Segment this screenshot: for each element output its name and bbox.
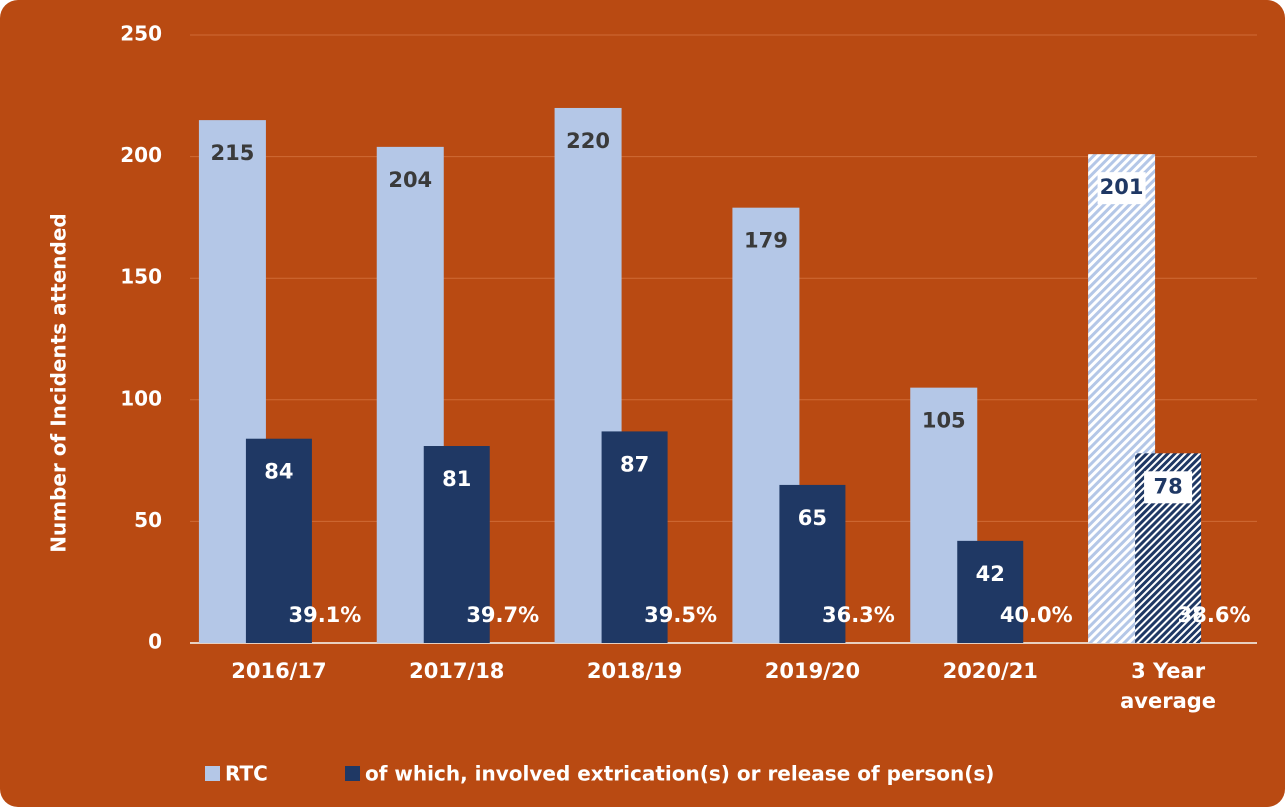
x-tick-label: 2019/20 (765, 659, 860, 683)
legend-swatch (205, 766, 220, 781)
data-label: 215 (210, 141, 254, 165)
share-label: 40.0% (1000, 603, 1073, 627)
x-tick-label: 2018/19 (587, 659, 682, 683)
data-label: 179 (744, 229, 788, 253)
legend-label: of which, involved extrication(s) or rel… (365, 762, 994, 786)
bar (601, 431, 668, 643)
data-label: 220 (566, 129, 610, 153)
share-label: 39.5% (644, 603, 717, 627)
label-box (1144, 471, 1193, 504)
legend-label: RTC (225, 762, 268, 786)
x-tick-label: 2016/17 (231, 659, 326, 683)
data-label: 42 (976, 562, 1005, 586)
share-label: 36.3% (822, 603, 895, 627)
y-tick-label: 200 (120, 143, 162, 167)
data-label: 84 (264, 460, 293, 484)
data-label: 78 (1153, 474, 1182, 498)
share-label: 38.6% (1178, 603, 1251, 627)
y-tick-label: 250 (120, 22, 162, 46)
y-tick-label: 100 (120, 386, 162, 410)
data-label: 65 (798, 506, 827, 530)
y-tick-label: 50 (134, 508, 162, 532)
bar (957, 540, 1024, 643)
data-label: 87 (620, 452, 649, 476)
x-tick-label: 3 Year average (1120, 659, 1216, 713)
x-tick-label: 2017/18 (409, 659, 504, 683)
data-label: 105 (922, 409, 966, 433)
bar (423, 446, 490, 643)
share-label: 39.1% (288, 603, 361, 627)
data-label: 201 (1100, 175, 1144, 199)
x-tick-label: 2020/21 (943, 659, 1038, 683)
data-label: 81 (442, 467, 471, 491)
y-tick-label: 0 (148, 630, 162, 654)
bar (779, 484, 846, 643)
label-box (1097, 172, 1146, 205)
share-label: 39.7% (466, 603, 539, 627)
y-tick-label: 150 (120, 265, 162, 289)
legend-swatch (345, 766, 360, 781)
y-axis-title: Number of Incidents attended (47, 213, 71, 552)
bar (245, 438, 312, 643)
data-label: 204 (388, 168, 432, 192)
